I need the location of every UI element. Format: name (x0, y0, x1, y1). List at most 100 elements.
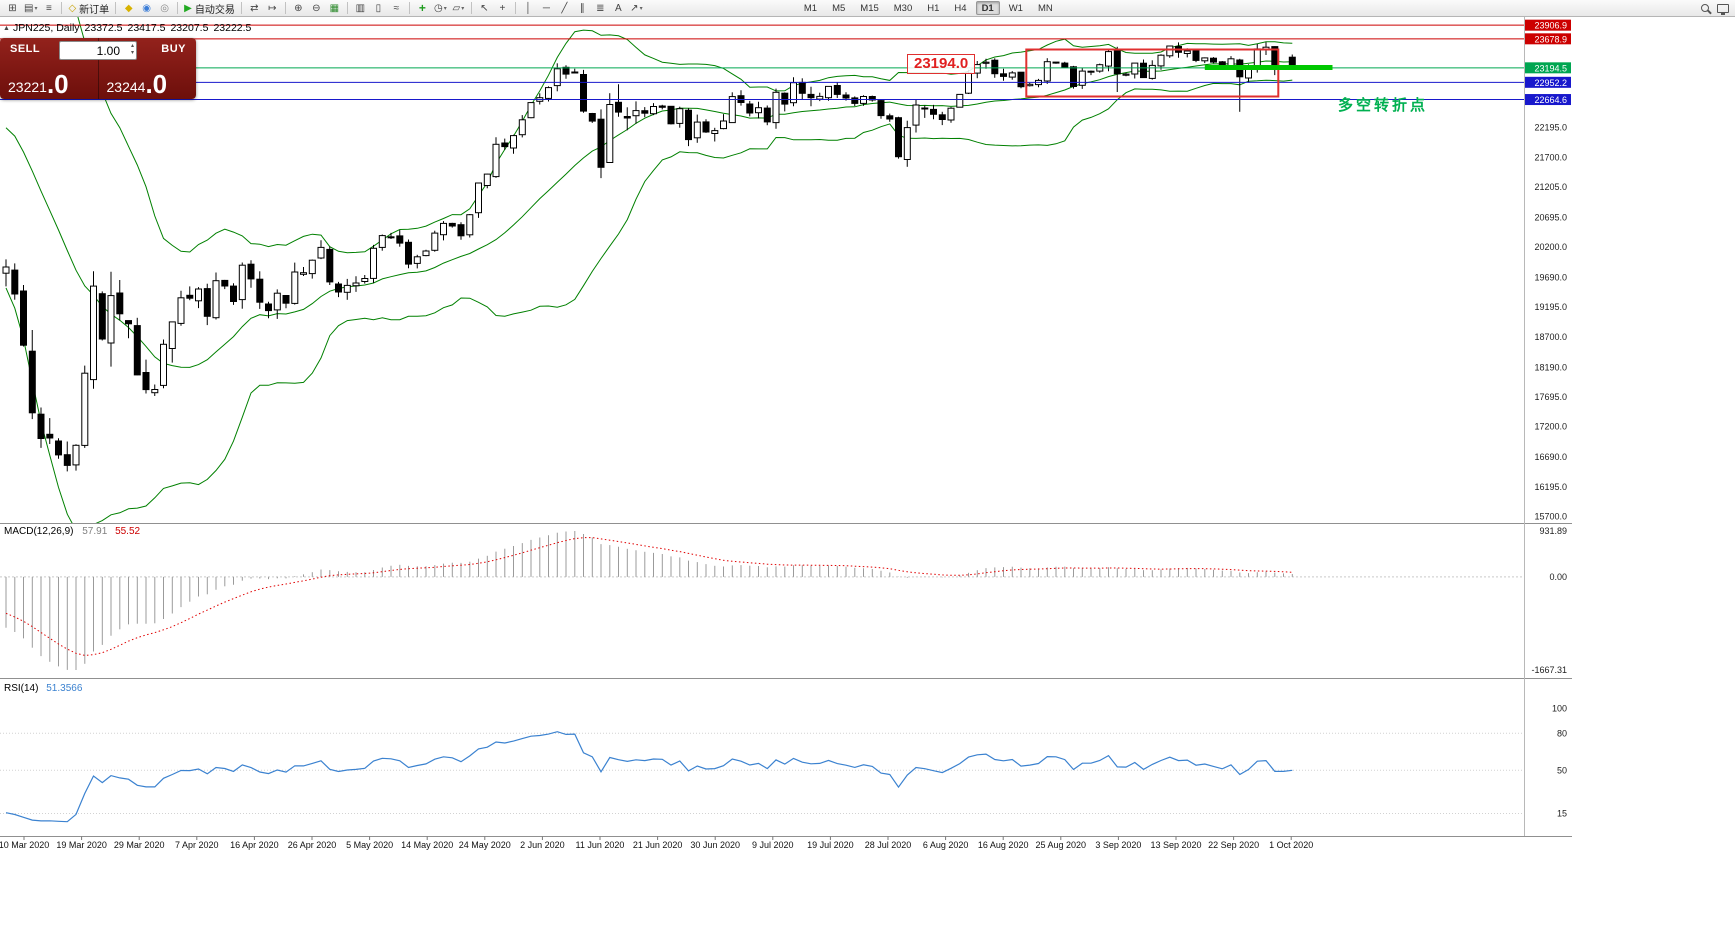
toolbar-periods-icon[interactable]: ◷ ▾ (434, 2, 447, 14)
svg-text:16690.0: 16690.0 (1534, 452, 1567, 462)
toolbar-separator (284, 2, 286, 14)
date-label: 14 May 2020 (401, 840, 453, 850)
date-label: 22 Sep 2020 (1208, 840, 1259, 850)
timeframe-M1[interactable]: M1 (803, 2, 818, 14)
date-label: 5 May 2020 (346, 840, 393, 850)
lot-decrease-icon: ▾ (130, 50, 134, 56)
date-label: 11 Jun 2020 (576, 840, 625, 850)
toolbar-navigator-icon[interactable]: ◎ (160, 2, 170, 14)
toolbar-vertical-line-icon[interactable]: │ (525, 2, 532, 14)
toolbar-crosshair-icon[interactable]: + (499, 2, 506, 14)
toolbar-zoom-out-icon[interactable]: ⊖ (312, 2, 321, 14)
macd-label: MACD(12,26,9) 57.91 55.52 (4, 526, 141, 537)
bollinger-middle (5, 60, 1293, 368)
svg-text:20695.0: 20695.0 (1534, 212, 1567, 222)
svg-text:18700.0: 18700.0 (1534, 332, 1567, 342)
toolbar-line-chart-type-icon[interactable]: ≈ (393, 2, 400, 14)
timeframe-D1[interactable]: D1 (975, 1, 1000, 15)
symbol-period-label: JPN225, Daily (13, 22, 80, 34)
toolbar-text-tool-icon[interactable]: A (615, 2, 622, 14)
toolbar-auto-scroll-icon[interactable]: ⇄ (250, 2, 259, 14)
timeframe-H4[interactable]: H4 (954, 2, 967, 14)
toolbar-auto-trading-button[interactable]: ▶ 自动交易 (184, 2, 235, 16)
toolbar-metaeditor-icon[interactable]: ◆ (124, 2, 133, 14)
toolbar-separator (240, 2, 242, 14)
svg-text:18190.0: 18190.0 (1534, 362, 1567, 372)
date-label: 19 Mar 2020 (56, 840, 107, 850)
date-label: 24 May 2020 (459, 840, 511, 850)
toolbar-options-icon[interactable]: ◉ (142, 2, 152, 14)
sell-price: 23221.0 (8, 69, 69, 99)
toolbar-market-watch-icon[interactable]: ≡ (46, 2, 52, 14)
bollinger-lower (5, 79, 1293, 523)
sell-price-pips: .0 (46, 69, 69, 99)
toolbar-chart-shift-icon[interactable]: ↦ (268, 2, 277, 14)
axis-tag (1525, 94, 1571, 106)
widget-collapse-icon[interactable]: ▲ (3, 25, 10, 32)
buy-price-pips: .0 (145, 69, 168, 99)
rsi-pane (0, 731, 1524, 823)
search-icon[interactable] (1696, 1, 1713, 16)
svg-text:50: 50 (1557, 765, 1567, 775)
main-toolbar: ⊞ ▤ ▾ ≡ ◇ 新订单 ◆ ◉ ◎ ▶ 自动交易 ⇄ ↦ ⊕ ⊖ ▦ ▥ ▯ ≈ + ◷ ▾ ▱ ▾ ↖ + │ ─ ╱ ∥ ≣ A ↗ ▾ M… (0, 0, 1735, 17)
svg-text:17200.0: 17200.0 (1534, 422, 1567, 432)
toolbar-templates-icon[interactable]: ▱ ▾ (452, 2, 465, 14)
monitor-icon[interactable] (1714, 1, 1731, 16)
toolbar-arrow-tool-icon[interactable]: ↗ ▾ (630, 2, 643, 14)
bollinger-upper (77, 17, 1293, 254)
symbol-title: JPN225, Daily 23372.5 23417.5 23207.5 23222.… (13, 22, 256, 34)
toolbar-cursor-icon[interactable]: ↖ (480, 2, 489, 14)
toolbar-trend-line-icon[interactable]: ╱ (561, 2, 568, 14)
timeframe-M5[interactable]: M5 (832, 2, 846, 14)
timeframe-W1[interactable]: W1 (1008, 2, 1023, 14)
toolbar-add-indicator-icon[interactable]: + (418, 1, 426, 15)
toolbar-profiles-icon[interactable]: ▤ ▾ (24, 2, 38, 14)
timeframe-MN[interactable]: MN (1037, 2, 1053, 14)
turning-point-annotation[interactable]: 多空转折点 (1338, 97, 1429, 114)
toolbar-candle-chart-type-icon[interactable]: ▯ (375, 2, 382, 14)
lot-size-input[interactable]: 1.00 ▴ ▾ (59, 41, 137, 60)
toolbar-separator (61, 2, 63, 14)
toolbar-horizontal-line-icon[interactable]: ─ (542, 2, 550, 14)
svg-text:15700.0: 15700.0 (1534, 511, 1567, 521)
price-pane (2, 17, 1296, 523)
sell-button[interactable]: SELL 23221.0 (0, 38, 99, 99)
toolbar-tile-windows-icon[interactable]: ▦ (329, 2, 340, 14)
axis-tag (1525, 33, 1571, 45)
low-value: 23207.5 (170, 22, 209, 34)
date-label: 25 Aug 2020 (1036, 840, 1087, 850)
timeframe-H1[interactable]: H1 (927, 2, 940, 14)
toolbar-new-order-button[interactable]: ◇ 新订单 (68, 2, 110, 16)
toolbar-fibonacci-icon[interactable]: ≣ (596, 2, 605, 14)
date-label: 10 Mar 2020 (0, 840, 49, 850)
toolbar-channel-icon[interactable]: ∥ (579, 2, 585, 14)
svg-text:23194.5: 23194.5 (1534, 63, 1567, 73)
toolbar-zoom-in-icon[interactable]: ⊕ (294, 2, 303, 14)
toolbar-separator (470, 2, 472, 14)
date-label: 16 Aug 2020 (978, 840, 1029, 850)
svg-text:19195.0: 19195.0 (1534, 302, 1567, 312)
price-callout[interactable]: 23194.0 (907, 54, 976, 74)
date-label: 9 Jul 2020 (752, 840, 794, 850)
buy-button[interactable]: BUY 23244.0 (99, 38, 197, 99)
svg-text:100: 100 (1552, 704, 1567, 714)
date-label: 21 Jun 2020 (633, 840, 683, 850)
lot-spinner[interactable]: ▴ ▾ (131, 43, 134, 57)
timeframe-M30[interactable]: M30 (893, 2, 913, 14)
open-value: 23372.5 (84, 22, 123, 34)
toolbar-bar-chart-type-icon[interactable]: ▥ (355, 2, 366, 14)
date-label: 29 Mar 2020 (114, 840, 165, 850)
date-label: 3 Sep 2020 (1095, 840, 1141, 850)
chart-canvas[interactable]: MACD(12,26,9) 57.91 55.52 RSI(14) 51.356… (0, 17, 1572, 944)
toolbar-separator (346, 2, 348, 14)
svg-text:16195.0: 16195.0 (1534, 482, 1567, 492)
toolbar-new-chart-icon[interactable]: ⊞ (8, 2, 17, 14)
lot-value: 1.00 (96, 43, 120, 58)
toolbar-separator (177, 2, 179, 14)
buy-label: BUY (161, 43, 186, 55)
highlight-rectangle[interactable] (1025, 48, 1280, 98)
axis-tag (1525, 62, 1571, 74)
close-value: 23222.5 (213, 22, 252, 34)
axis-tag (1525, 19, 1571, 31)
timeframe-M15[interactable]: M15 (860, 2, 879, 14)
